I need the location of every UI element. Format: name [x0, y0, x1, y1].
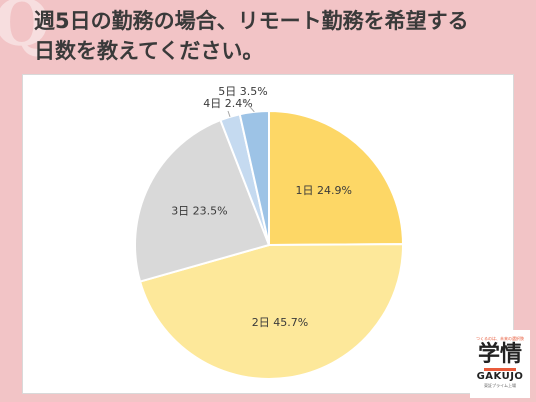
slice-label-3: 3日 23.5% [171, 204, 227, 217]
page-title: 週5日の勤務の場合、リモート勤務を希望する 日数を教えてください。 [34, 6, 514, 66]
pie-chart: 1日 24.9% 2日 45.7% 3日 23.5% 4日 2.4%5日 3.5% [134, 85, 405, 380]
logo-tagline: つくるのは、未来の選択肢 [476, 336, 524, 341]
leader-line-4 [227, 110, 231, 117]
title-line-2: 日数を教えてください。 [34, 39, 264, 63]
leader-line-5 [242, 98, 255, 113]
logo-english-text: GAKUJO [476, 371, 524, 382]
title-line-1: 週5日の勤務の場合、リモート勤務を希望する [34, 9, 469, 33]
pie-slice-2 [138, 243, 404, 380]
slice-label-5: 5日 3.5% [218, 85, 267, 98]
logo-accent-bar [484, 368, 516, 371]
chart-panel: 1日 24.9% 2日 45.7% 3日 23.5% 4日 2.4% 5日 3.5% [22, 74, 514, 394]
pie-slice-1 [268, 109, 405, 247]
slice-label-4: 4日 2.4% [203, 97, 252, 110]
decorative-q-mark: Q [0, 0, 50, 61]
logo-subline: 東証プライム上場 [484, 383, 516, 388]
slice-label-2: 2日 45.7% [252, 316, 308, 329]
pie-slice-5 [238, 109, 270, 246]
gakujo-logo: つくるのは、未来の選択肢 学情 GAKUJO 東証プライム上場 [470, 330, 530, 398]
logo-main-text: 学情 [477, 342, 522, 367]
slice-label-1: 1日 24.9% [296, 184, 352, 197]
